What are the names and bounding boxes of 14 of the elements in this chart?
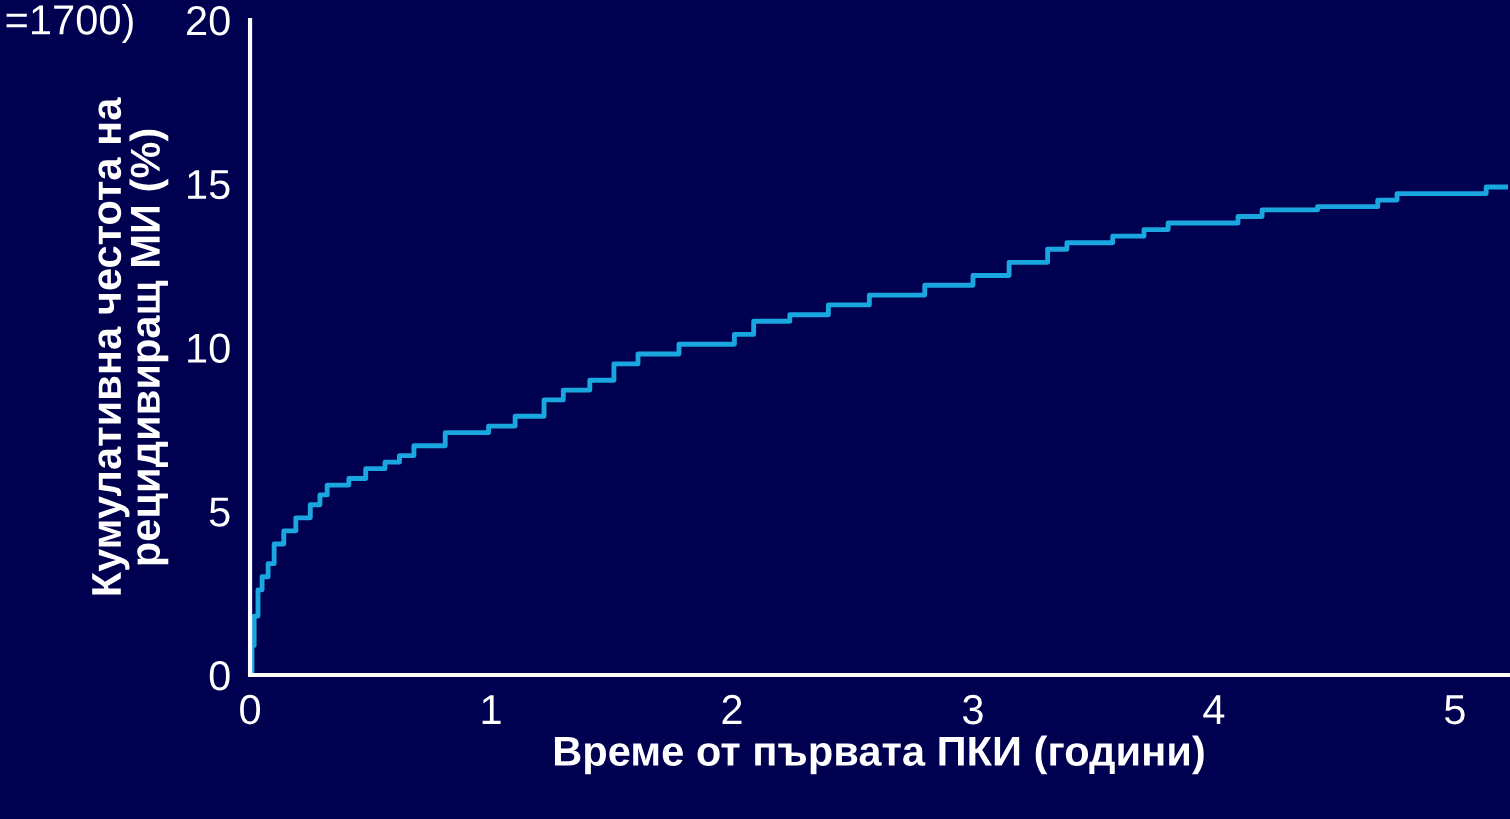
x-tick-label: 5 — [1444, 695, 1465, 725]
y-axis-title: Кумулативна честота на рецидивиращ МИ (%) — [92, 97, 169, 595]
x-tick-label: 2 — [722, 694, 742, 724]
x-tick-label: 3 — [962, 694, 983, 725]
y-tick-label: 15 — [188, 170, 230, 200]
x-axis-title: Време от първата ПКИ (години) — [554, 735, 1204, 775]
x-tick-label: 1 — [482, 695, 501, 724]
y-tick-label: 5 — [209, 497, 230, 527]
x-tick-label: 4 — [1203, 695, 1225, 724]
y-tick-label: 0 — [209, 661, 230, 691]
y-tick-label: 10 — [188, 333, 230, 364]
x-tick-label: 0 — [240, 694, 261, 725]
text: =1700) — [6, 4, 133, 43]
y-tick-label: 20 — [187, 5, 230, 36]
